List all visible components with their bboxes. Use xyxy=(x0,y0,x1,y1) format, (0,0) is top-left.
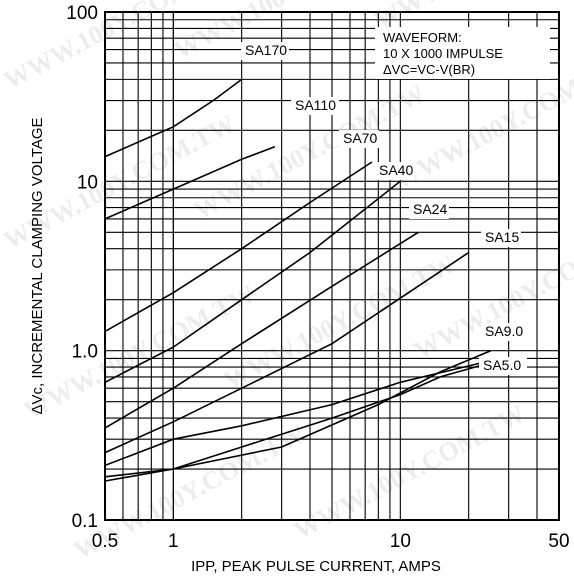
annotation-line-2: 10 X 1000 IMPULSE xyxy=(383,46,503,61)
x-tick-label: 10 xyxy=(390,531,411,552)
series-label-sa70: SA70 xyxy=(343,130,377,146)
watermark-layer: WWW.100Y.COM.TWWWW.100Y.COM.TWWWW.100Y.C… xyxy=(0,0,574,565)
y-tick-label: 0.1 xyxy=(72,511,98,532)
annotation-line-3: ΔVC=VC-V(BR) xyxy=(383,62,475,77)
series-label-sa24: SA24 xyxy=(413,201,447,217)
y-tick-label: 10 xyxy=(77,172,98,193)
watermark-text: WWW.100Y.COM.TW xyxy=(219,249,460,395)
x-tick-label: 1 xyxy=(168,531,179,552)
curves xyxy=(104,78,492,482)
y-axis-label: ΔVc, INCREMENTAL CLAMPING VOLTAGE xyxy=(29,117,46,414)
series-label-box xyxy=(291,97,339,115)
x-tick-label: 0.5 xyxy=(92,531,118,552)
series-label-sa9-0: SA9.0 xyxy=(485,323,523,339)
y-tick-label: 100 xyxy=(66,3,98,24)
watermark-text: WWW.100Y.COM.TW xyxy=(19,279,260,425)
series-line-sa40 xyxy=(104,231,419,429)
y-tick-label: 1.0 xyxy=(72,342,98,363)
series-label-sa15: SA15 xyxy=(485,229,519,245)
series-line-sa110 xyxy=(104,161,373,333)
series-label-box xyxy=(481,229,521,247)
series-label-box xyxy=(409,201,449,219)
annotation-box xyxy=(375,27,550,79)
series-label-sa170: SA170 xyxy=(245,42,287,58)
series-label-box xyxy=(375,162,415,180)
x-axis-label: IPP, PEAK PULSE CURRENT, AMPS xyxy=(191,558,441,575)
series-label-sa40: SA40 xyxy=(379,162,413,178)
series-line-sa170 xyxy=(104,78,243,158)
series-label-box xyxy=(479,357,527,375)
series-line-sa170 xyxy=(104,146,276,220)
waveform-annotation: WAVEFORM: 10 X 1000 IMPULSE ΔVC=VC-V(BR) xyxy=(375,27,550,79)
series-label-box xyxy=(241,42,289,60)
plot-frame xyxy=(104,11,560,521)
series-line-sa24 xyxy=(104,251,470,454)
annotation-line-1: WAVEFORM: xyxy=(383,30,462,45)
series-line-sa15 xyxy=(104,361,483,467)
series-label-box xyxy=(481,323,529,341)
series-label-box xyxy=(339,130,379,148)
series-label-sa5-0: SA5.0 xyxy=(483,357,521,373)
tick-labels: 0.1 1.0 10 100 0.5 1 10 50 xyxy=(66,3,569,552)
series-line-sa5-0 xyxy=(104,361,491,482)
series-label-sa110: SA110 xyxy=(295,97,336,113)
x-tick-label: 50 xyxy=(548,531,569,552)
series-line-sa70 xyxy=(104,180,401,384)
